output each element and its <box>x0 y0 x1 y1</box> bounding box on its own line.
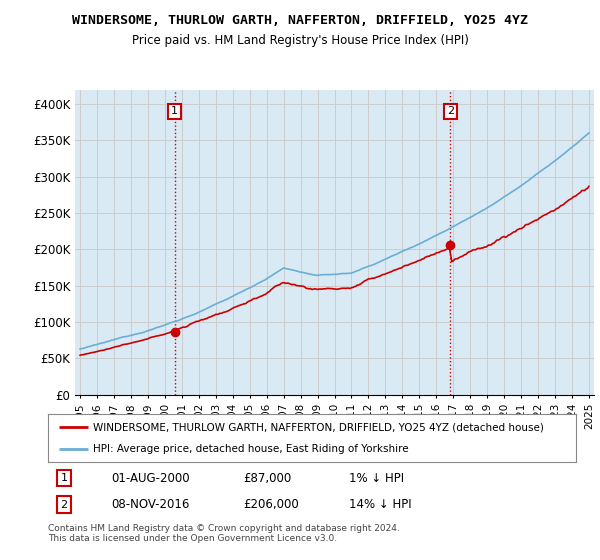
Text: 2: 2 <box>60 500 67 510</box>
Text: 1: 1 <box>171 106 178 116</box>
Text: WINDERSOME, THURLOW GARTH, NAFFERTON, DRIFFIELD, YO25 4YZ (detached house): WINDERSOME, THURLOW GARTH, NAFFERTON, DR… <box>93 422 544 432</box>
Text: 14% ↓ HPI: 14% ↓ HPI <box>349 498 412 511</box>
Text: 08-NOV-2016: 08-NOV-2016 <box>112 498 190 511</box>
Text: £87,000: £87,000 <box>244 472 292 484</box>
Text: WINDERSOME, THURLOW GARTH, NAFFERTON, DRIFFIELD, YO25 4YZ: WINDERSOME, THURLOW GARTH, NAFFERTON, DR… <box>72 14 528 27</box>
Text: HPI: Average price, detached house, East Riding of Yorkshire: HPI: Average price, detached house, East… <box>93 444 409 454</box>
Text: 2: 2 <box>447 106 454 116</box>
Text: 1: 1 <box>61 473 67 483</box>
Text: £206,000: £206,000 <box>244 498 299 511</box>
Text: 1% ↓ HPI: 1% ↓ HPI <box>349 472 404 484</box>
Text: 01-AUG-2000: 01-AUG-2000 <box>112 472 190 484</box>
Text: Price paid vs. HM Land Registry's House Price Index (HPI): Price paid vs. HM Land Registry's House … <box>131 34 469 46</box>
Text: Contains HM Land Registry data © Crown copyright and database right 2024.
This d: Contains HM Land Registry data © Crown c… <box>48 524 400 543</box>
